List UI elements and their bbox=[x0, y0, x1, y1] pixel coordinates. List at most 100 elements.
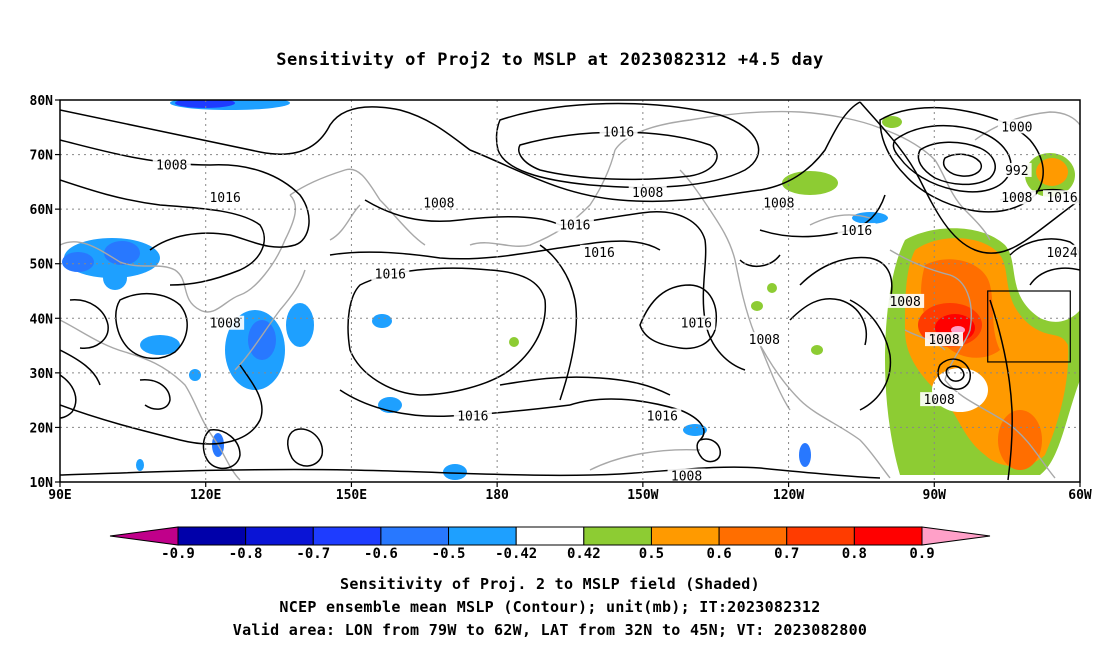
contour-label: 1016 bbox=[583, 246, 614, 261]
map-frame bbox=[59, 99, 1081, 483]
contour-label-background bbox=[206, 190, 245, 205]
positive-sensitivity-area bbox=[1036, 158, 1068, 186]
positive-sensitivity-area bbox=[509, 337, 519, 347]
colorbar-segment bbox=[312, 526, 382, 546]
longitude-label: 90W bbox=[923, 488, 947, 503]
colorbar-label: -0.42 bbox=[495, 546, 537, 562]
longitude-label: 120W bbox=[773, 488, 804, 503]
contour-label: 1016 bbox=[681, 317, 712, 332]
sensitivity-shading bbox=[62, 100, 1080, 480]
contour-label: 1008 bbox=[928, 333, 959, 348]
latitude-label: 60N bbox=[30, 203, 54, 218]
colorbar-label: 0.5 bbox=[639, 546, 664, 562]
contour-label-background bbox=[1043, 244, 1081, 259]
positive-sensitivity-area bbox=[998, 410, 1042, 470]
colorbar-labels: -0.9 -0.8 -0.7 -0.6 -0.5 -0.42 0.42 0.5 0.6 0.7 0.… bbox=[161, 546, 935, 562]
positive-sensitivity-area bbox=[951, 326, 965, 334]
contour-label-background bbox=[886, 293, 925, 308]
contour-label: 1008 bbox=[209, 317, 240, 332]
contour-label: 1000 bbox=[1001, 120, 1032, 135]
contour-label-background bbox=[580, 244, 619, 259]
contour-label: 1016 bbox=[647, 410, 678, 425]
contour-label-background bbox=[1002, 162, 1032, 177]
latitude-label: 20N bbox=[30, 421, 54, 436]
colorbar-label: 0.6 bbox=[706, 546, 731, 562]
latitude-label: 10N bbox=[30, 476, 54, 491]
latitude-label: 80N bbox=[30, 94, 54, 109]
contour-label: 1024 bbox=[1046, 246, 1077, 261]
latitude-labels: 80N 70N 60N 50N 40N 30N 20N 10N bbox=[30, 94, 60, 491]
contour-label: 1008 bbox=[749, 333, 780, 348]
page-title: Sensitivity of Proj2 to MSLP at 20230823… bbox=[276, 50, 824, 70]
contour-label: 1016 bbox=[209, 191, 240, 206]
contour-label: 1008 bbox=[889, 295, 920, 310]
colorbar-high-end bbox=[921, 526, 991, 546]
colorbar-segment bbox=[718, 526, 788, 546]
contour-label-background bbox=[920, 392, 959, 407]
colorbar-label: -0.9 bbox=[161, 546, 195, 562]
contour-label: 1016 bbox=[841, 224, 872, 239]
contour-label-background bbox=[555, 217, 594, 232]
latitude-label: 30N bbox=[30, 367, 54, 382]
colorbar-label: 0.42 bbox=[567, 546, 601, 562]
latitude-label: 40N bbox=[30, 312, 54, 327]
colorbar-segment bbox=[853, 526, 923, 546]
positive-sensitivity-area bbox=[782, 171, 838, 195]
longitude-label: 120E bbox=[190, 488, 221, 503]
contour-label: 1016 bbox=[603, 126, 634, 141]
positive-sensitivity-area bbox=[882, 116, 902, 128]
positive-sensitivity-area bbox=[811, 345, 823, 355]
contour-label-background bbox=[745, 332, 784, 347]
contour-label-background bbox=[419, 195, 458, 210]
contour-labels: 1016 1008 1008 1008 1016 1008 1016 1016 1016 1008… bbox=[152, 119, 1081, 485]
negative-sensitivity-area bbox=[683, 424, 707, 436]
contour-label: 1016 bbox=[1046, 191, 1077, 206]
negative-sensitivity-area bbox=[443, 464, 467, 480]
caption-shading: Sensitivity of Proj. 2 to MSLP field (Sh… bbox=[340, 575, 760, 593]
contour-label: 1016 bbox=[375, 268, 406, 283]
colorbar-segment bbox=[245, 526, 314, 546]
colorbar-label: -0.7 bbox=[296, 546, 330, 562]
contour-label-background bbox=[837, 222, 876, 237]
contour-label-background bbox=[667, 468, 706, 483]
colorbar-label: -0.6 bbox=[364, 546, 398, 562]
colorbar bbox=[109, 526, 991, 546]
negative-sensitivity-area bbox=[62, 252, 94, 272]
negative-sensitivity-area bbox=[248, 320, 276, 360]
contour-label-background bbox=[677, 315, 716, 330]
positive-sensitivity-area bbox=[751, 301, 763, 311]
contour-label: 992 bbox=[1005, 164, 1028, 179]
contour-label: 1016 bbox=[559, 219, 590, 234]
colorbar-label: 0.9 bbox=[909, 546, 934, 562]
longitude-label: 150W bbox=[627, 488, 658, 503]
colorbar-segment bbox=[786, 526, 855, 546]
contour-label-background bbox=[206, 315, 245, 330]
longitude-label: 90E bbox=[48, 488, 71, 503]
valid-area-box bbox=[987, 290, 1071, 363]
colorbar-label: -0.5 bbox=[432, 546, 466, 562]
colorbar-segment bbox=[448, 526, 517, 546]
longitude-label: 150E bbox=[336, 488, 367, 503]
colorbar-label: -0.8 bbox=[229, 546, 263, 562]
colorbar-segment bbox=[515, 526, 585, 546]
negative-sensitivity-area bbox=[372, 314, 392, 328]
contour-label-background bbox=[759, 195, 798, 210]
colorbar-segment bbox=[650, 526, 720, 546]
contour-label-background bbox=[643, 408, 682, 423]
contour-label: 1008 bbox=[632, 186, 663, 201]
colorbar-label: 0.8 bbox=[842, 546, 867, 562]
contour-label-background bbox=[1043, 190, 1081, 205]
contour-label: 1008 bbox=[671, 470, 702, 485]
mslp-contours bbox=[60, 101, 1080, 481]
negative-sensitivity-area bbox=[136, 459, 144, 471]
negative-sensitivity-area bbox=[189, 369, 201, 381]
colorbar-segment bbox=[177, 526, 247, 546]
contour-label-background bbox=[371, 266, 410, 281]
contour-label-background bbox=[997, 119, 1036, 134]
longitude-labels: 90E 120E 150E 180 150W 120W 90W 60W bbox=[48, 482, 1092, 503]
contour-label-background bbox=[152, 157, 191, 172]
latitude-label: 70N bbox=[30, 149, 54, 164]
negative-sensitivity-area bbox=[140, 335, 180, 355]
colorbar-segment bbox=[380, 526, 450, 546]
